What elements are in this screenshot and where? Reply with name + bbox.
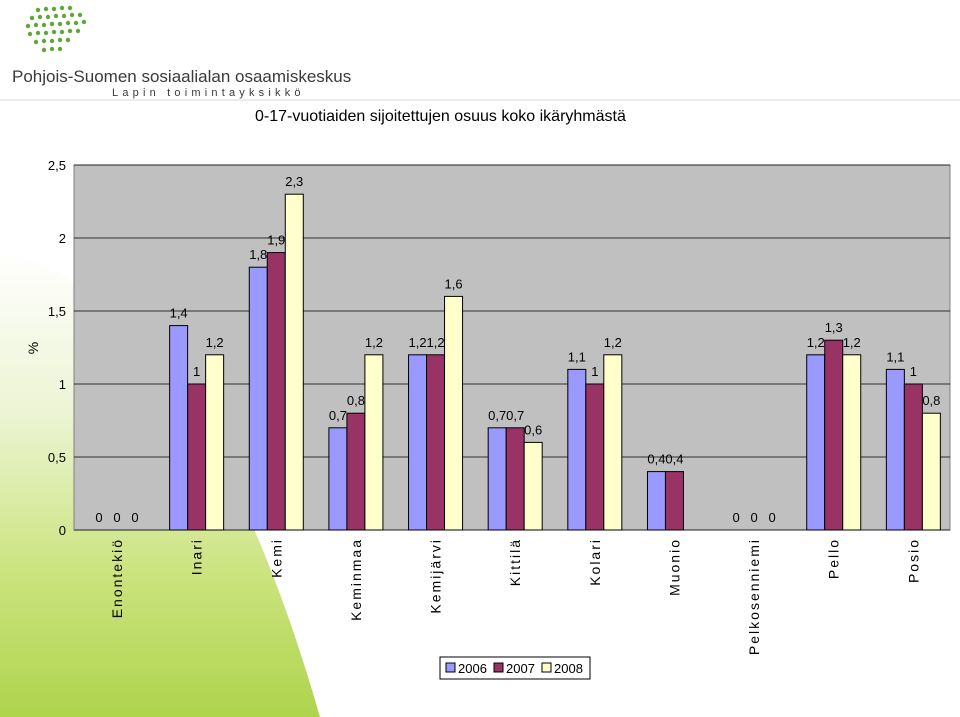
bar-2006-7 [646,471,666,531]
y-tick-label: 2,5 [48,158,66,173]
legend-swatch [541,662,552,673]
data-label: 0,4 [647,452,665,467]
bar-2007-10 [903,383,923,531]
data-label: 1,2 [206,335,224,350]
bar-2006-9 [806,354,826,531]
bar-2006-10 [885,368,905,531]
data-label: 0,7 [488,408,506,423]
bar-2008-6 [603,354,623,531]
bar-2006-2 [248,266,268,531]
category-label: Pello [826,538,842,579]
category-label: Kemijärvi [428,538,444,614]
data-label: 0 [131,510,138,525]
y-tick-label: 1,5 [48,304,66,319]
chart-title: 0-17-vuotiaiden sijoitettujen osuus koko… [255,108,626,125]
bar-2008-5 [523,441,543,531]
data-label: 0 [95,510,102,525]
data-label: 1,1 [886,349,904,364]
data-label: 1 [193,364,200,379]
data-label: 0 [768,510,775,525]
category-label: Kolari [587,538,603,586]
data-label: 1,2 [843,335,861,350]
bar-2006-4 [408,354,428,531]
data-label: 1,2 [807,335,825,350]
bar-2007-2 [266,252,286,531]
legend-label: 2006 [458,661,487,676]
bar-2007-7 [664,471,684,531]
data-label: 0 [732,510,739,525]
bar-2007-1 [187,383,207,531]
data-label: 0 [113,510,120,525]
bar-2008-4 [444,295,464,531]
category-label: Kemi [268,538,284,578]
bar-2006-6 [567,368,587,531]
y-tick-label: 1 [59,377,66,392]
y-tick-label: 0 [59,523,66,538]
data-label: 1,2 [427,335,445,350]
category-label: Posio [905,538,921,583]
data-label: 1,9 [267,233,285,248]
bar-2008-2 [284,193,304,531]
logo-icon [25,5,87,53]
data-label: 1 [910,364,917,379]
data-label: 0,7 [329,408,347,423]
bar-2008-9 [842,354,862,531]
data-label: 1,6 [445,276,463,291]
category-label: Inari [189,538,205,575]
category-label: Keminmaa [348,538,364,621]
y-axis-label: % [25,342,41,354]
data-label: 1,8 [249,247,267,262]
category-label: Kittilä [507,538,523,586]
bar-2006-1 [169,325,189,531]
bar-2007-3 [346,412,366,531]
legend [439,656,591,680]
y-tick-label: 2 [59,231,66,246]
bar-2008-3 [364,354,384,531]
bar-2006-3 [328,427,348,531]
data-label: 0,7 [506,408,524,423]
legend-label: 2008 [554,661,583,676]
category-label: Enontekiö [109,538,125,618]
data-label: 0,8 [347,393,365,408]
legend-label: 2007 [506,661,535,676]
org-subtitle: Lapin toimintayksikkö [112,87,305,99]
bar-2008-1 [205,354,225,531]
data-label: 1,2 [409,335,427,350]
data-label: 2,3 [285,174,303,189]
data-label: 0,8 [922,393,940,408]
legend-swatch [493,662,504,673]
category-label: Pelkosenniemi [746,538,762,655]
bar-2008-10 [921,412,941,531]
data-label: 0,6 [524,422,542,437]
data-label: 1,2 [604,335,622,350]
bar-2007-4 [426,354,446,531]
bar-2006-5 [487,427,507,531]
bar-2007-9 [824,339,844,531]
data-label: 1,4 [170,306,188,321]
data-label: 1,1 [568,349,586,364]
data-label: 1 [591,364,598,379]
bar-2007-5 [505,427,525,531]
bar-2007-6 [585,383,605,531]
data-label: 0 [750,510,757,525]
y-tick-label: 0,5 [48,450,66,465]
category-label: Muonio [666,538,682,596]
org-name: Pohjois-Suomen sosiaalialan osaamiskesku… [12,67,352,86]
data-label: 1,3 [825,320,843,335]
data-label: 0,4 [665,452,683,467]
legend-swatch [445,662,456,673]
data-label: 1,2 [365,335,383,350]
